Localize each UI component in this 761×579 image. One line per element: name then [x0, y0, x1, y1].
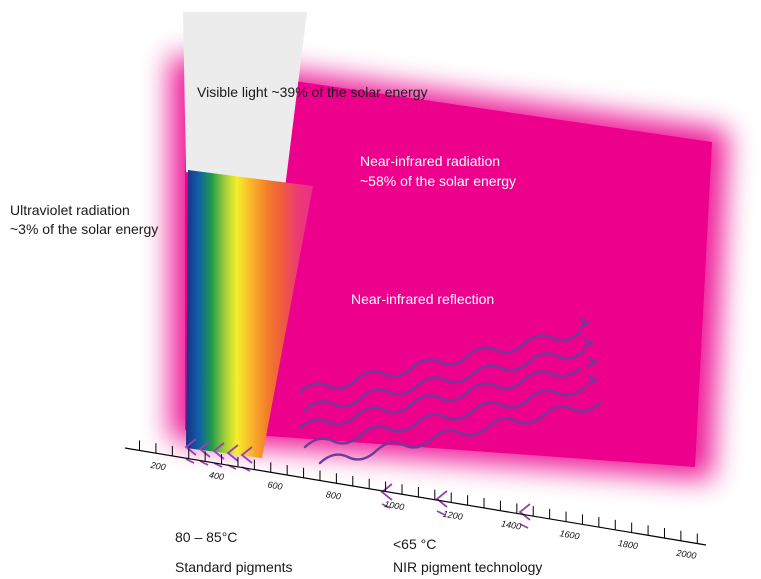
nir-radiation-label-line1: Near-infrared radiation: [360, 153, 501, 169]
axis-tick-label: 1600: [559, 528, 580, 541]
axis-line: [124, 447, 707, 546]
arrow-head-icon: [586, 374, 599, 386]
axis-tick-label: 800: [325, 489, 341, 501]
chevron-arrow-icon: [184, 438, 197, 464]
axis-tick-label: 1400: [500, 519, 521, 532]
arrow-head-icon: [586, 356, 599, 368]
wavy-line-icon: [303, 385, 587, 449]
axis-tick-label: 1800: [617, 538, 638, 551]
chevron-arrow-icon: [518, 503, 531, 529]
nir-radiation-label-line2: ~58% of the solar energy: [360, 173, 517, 189]
nir-pigment-technology-label: NIR pigment technology: [393, 559, 543, 575]
chevron-arrow-icon: [380, 483, 393, 509]
axis-tick-label: 600: [267, 479, 283, 491]
wavy-line-icon: [298, 366, 582, 430]
wavelength-axis: 200 400 600 800 1000 1200 1400 1600 1800 2000: [124, 440, 707, 561]
axis-tick-label: 1000: [384, 499, 405, 512]
standard-pigments-label: Standard pigments: [175, 559, 293, 575]
near-infrared-region: [170, 55, 728, 480]
spectrum-band: [186, 170, 313, 458]
standard-pigments-temperature: 80 – 85°C: [175, 529, 238, 545]
visible-light-label: Visible light ~39% of the solar energy: [197, 84, 428, 100]
chevron-arrow-icon: [435, 490, 448, 516]
wavy-line-icon: [298, 330, 582, 394]
axis-tick-label: 200: [149, 460, 166, 473]
nir-reflection-waves: [298, 317, 602, 465]
nir-pigment-temperature: <65 °C: [393, 536, 437, 552]
wavy-line-icon: [303, 348, 587, 412]
visible-light-beam: [183, 12, 307, 188]
uv-radiation-label-line1: Ultraviolet radiation: [10, 202, 130, 218]
arrow-head-icon: [578, 317, 591, 329]
uv-radiation-label-line2: ~3% of the solar energy: [10, 221, 159, 237]
chevron-arrow-icon: [198, 440, 211, 466]
nir-reflection-label: Near-infrared reflection: [351, 291, 495, 307]
axis-tick-label: 400: [208, 470, 224, 482]
axis-tick-label: 2000: [675, 548, 697, 561]
axis-tick-label: 1200: [442, 509, 463, 522]
arrow-head-icon: [582, 337, 595, 349]
wavy-line-icon: [318, 401, 602, 465]
